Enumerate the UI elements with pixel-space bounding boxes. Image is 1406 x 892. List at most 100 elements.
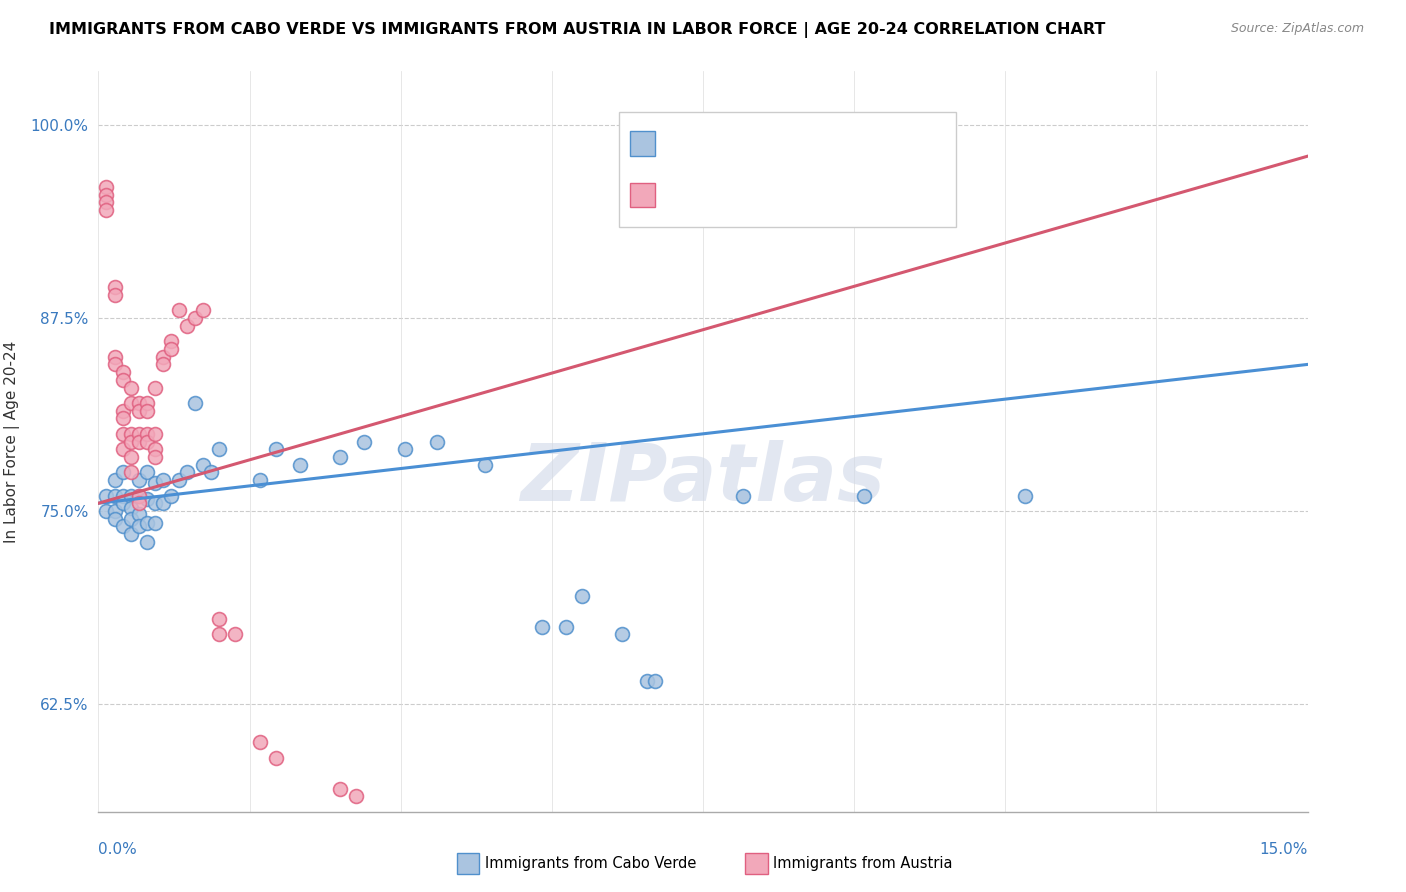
Point — [1014, 489, 1036, 503]
Point — [111, 466, 134, 480]
Text: Source: ZipAtlas.com: Source: ZipAtlas.com — [1230, 22, 1364, 36]
Point — [120, 434, 142, 449]
Point — [111, 519, 134, 533]
Point — [128, 403, 150, 417]
Point — [264, 442, 287, 457]
Text: IMMIGRANTS FROM CABO VERDE VS IMMIGRANTS FROM AUSTRIA IN LABOR FORCE | AGE 20-24: IMMIGRANTS FROM CABO VERDE VS IMMIGRANTS… — [49, 22, 1105, 38]
Point — [96, 195, 118, 210]
Point — [111, 426, 134, 441]
Text: ZIPatlas: ZIPatlas — [520, 440, 886, 517]
Text: N =: N = — [780, 186, 817, 204]
Point — [120, 489, 142, 503]
Point — [143, 450, 166, 464]
Point — [329, 781, 352, 796]
Point — [329, 450, 352, 464]
Point — [193, 458, 215, 472]
Point — [184, 396, 207, 410]
Point — [143, 442, 166, 457]
Point — [135, 403, 157, 417]
Point — [208, 442, 231, 457]
Point — [128, 519, 150, 533]
Point — [96, 489, 118, 503]
Point — [208, 627, 231, 641]
Point — [96, 180, 118, 194]
Point — [135, 466, 157, 480]
Point — [135, 491, 157, 506]
Point — [120, 380, 142, 394]
Point — [128, 426, 150, 441]
Point — [103, 473, 125, 487]
Point — [184, 311, 207, 326]
Text: 0.0%: 0.0% — [98, 842, 138, 857]
Point — [120, 500, 142, 515]
Point — [167, 473, 190, 487]
Point — [353, 434, 375, 449]
Point — [571, 589, 593, 603]
Text: 50: 50 — [830, 186, 855, 204]
Point — [426, 434, 449, 449]
Point — [152, 473, 174, 487]
Point — [135, 516, 157, 531]
Point — [135, 534, 157, 549]
Point — [200, 466, 222, 480]
Point — [160, 489, 183, 503]
Point — [176, 318, 198, 333]
Point — [143, 496, 166, 510]
Point — [143, 476, 166, 491]
Point — [128, 489, 150, 503]
Point — [120, 511, 142, 525]
Point — [128, 434, 150, 449]
Point — [176, 466, 198, 480]
Point — [120, 466, 142, 480]
Point — [103, 511, 125, 525]
Text: Immigrants from Cabo Verde: Immigrants from Cabo Verde — [485, 856, 696, 871]
Text: 15.0%: 15.0% — [1260, 842, 1308, 857]
Point — [555, 619, 578, 633]
Point — [288, 458, 311, 472]
Point — [193, 303, 215, 318]
Point — [128, 396, 150, 410]
Point — [167, 303, 190, 318]
Point — [111, 403, 134, 417]
Point — [152, 350, 174, 364]
Point — [612, 627, 634, 641]
Text: 0.162: 0.162 — [717, 135, 773, 153]
Point — [135, 434, 157, 449]
Point — [344, 789, 367, 804]
Point — [135, 396, 157, 410]
Point — [120, 426, 142, 441]
Text: Immigrants from Austria: Immigrants from Austria — [773, 856, 953, 871]
Point — [103, 358, 125, 372]
Point — [644, 673, 666, 688]
Point — [208, 612, 231, 626]
Point — [96, 504, 118, 518]
Point — [103, 350, 125, 364]
Point — [474, 458, 496, 472]
Point — [96, 187, 118, 202]
Point — [636, 673, 658, 688]
Point — [128, 496, 150, 510]
Text: R =: R = — [665, 135, 702, 153]
Point — [120, 450, 142, 464]
Point — [103, 504, 125, 518]
Point — [111, 365, 134, 379]
Point — [733, 489, 755, 503]
Point — [128, 489, 150, 503]
Point — [160, 334, 183, 349]
Text: N =: N = — [780, 135, 817, 153]
Point — [135, 426, 157, 441]
Point — [96, 203, 118, 218]
Point — [143, 426, 166, 441]
Point — [853, 489, 876, 503]
Point — [128, 473, 150, 487]
Text: R =: R = — [665, 186, 702, 204]
Point — [111, 489, 134, 503]
Point — [152, 358, 174, 372]
Point — [111, 411, 134, 425]
Point — [249, 735, 271, 749]
Point — [103, 489, 125, 503]
Point — [103, 288, 125, 302]
Point — [394, 442, 416, 457]
Point — [111, 373, 134, 387]
Point — [120, 527, 142, 541]
